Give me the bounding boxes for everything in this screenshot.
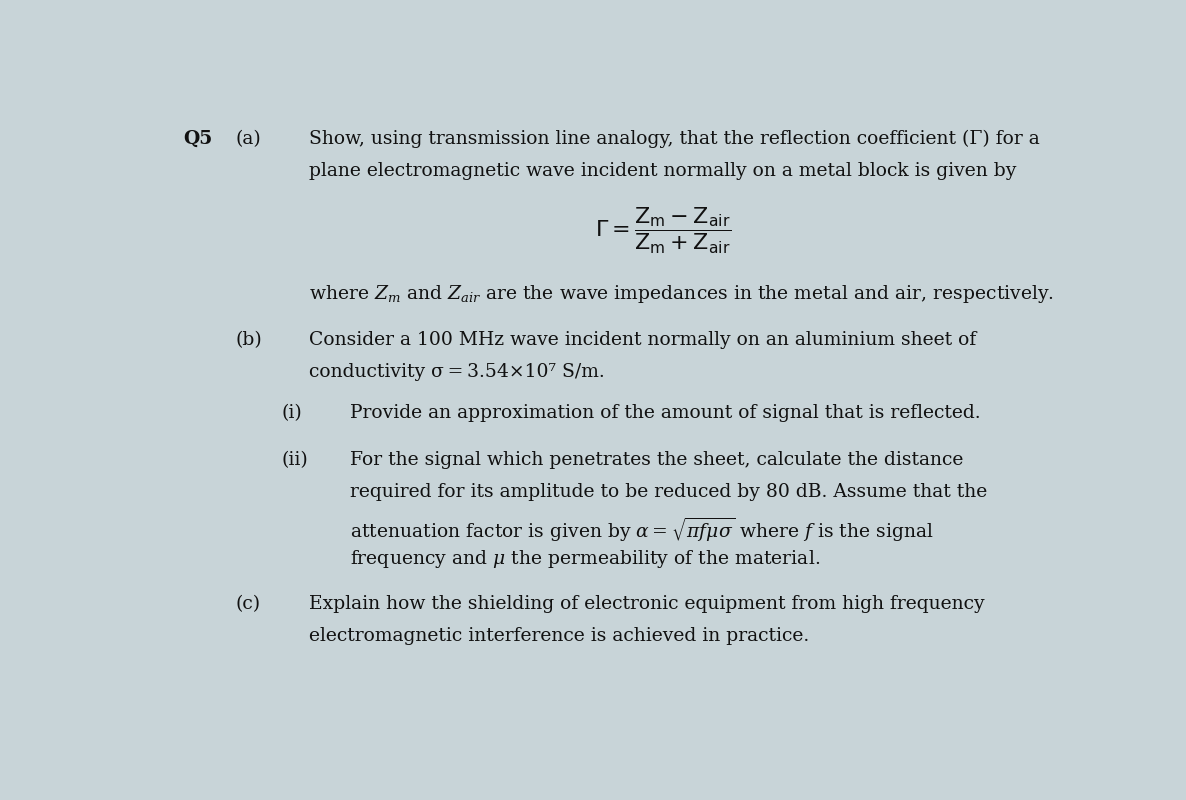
Text: plane electromagnetic wave incident normally on a metal block is given by: plane electromagnetic wave incident norm… [310, 162, 1016, 180]
Text: (ii): (ii) [281, 451, 308, 470]
Text: frequency and $\mu$ the permeability of the material.: frequency and $\mu$ the permeability of … [351, 547, 821, 570]
Text: $\mathsf{\Gamma = \dfrac{Z_m - Z_{air}}{Z_m + Z_{air}}}$: $\mathsf{\Gamma = \dfrac{Z_m - Z_{air}}{… [595, 206, 731, 256]
Text: (a): (a) [236, 130, 261, 148]
Text: Q5: Q5 [183, 130, 212, 148]
Text: (b): (b) [236, 330, 262, 349]
Text: (c): (c) [236, 595, 261, 613]
Text: electromagnetic interference is achieved in practice.: electromagnetic interference is achieved… [310, 627, 809, 645]
Text: attenuation factor is given by $\alpha = \sqrt{\pi f \mu \sigma}$ where $f$ is t: attenuation factor is given by $\alpha =… [351, 515, 935, 544]
Text: (i): (i) [281, 404, 302, 422]
Text: required for its amplitude to be reduced by 80 dB. Assume that the: required for its amplitude to be reduced… [351, 483, 988, 502]
Text: where $Z_m$ and $Z_{air}$ are the wave impedances in the metal and air, respecti: where $Z_m$ and $Z_{air}$ are the wave i… [310, 283, 1054, 306]
Text: Explain how the shielding of electronic equipment from high frequency: Explain how the shielding of electronic … [310, 595, 984, 613]
Text: Provide an approximation of the amount of signal that is reflected.: Provide an approximation of the amount o… [351, 404, 981, 422]
Text: conductivity σ = 3.54×10⁷ S/m.: conductivity σ = 3.54×10⁷ S/m. [310, 362, 605, 381]
Text: Consider a 100 MHz wave incident normally on an aluminium sheet of: Consider a 100 MHz wave incident normall… [310, 330, 976, 349]
Text: For the signal which penetrates the sheet, calculate the distance: For the signal which penetrates the shee… [351, 451, 964, 470]
Text: Show, using transmission line analogy, that the reflection coefficient (Γ) for a: Show, using transmission line analogy, t… [310, 130, 1040, 148]
